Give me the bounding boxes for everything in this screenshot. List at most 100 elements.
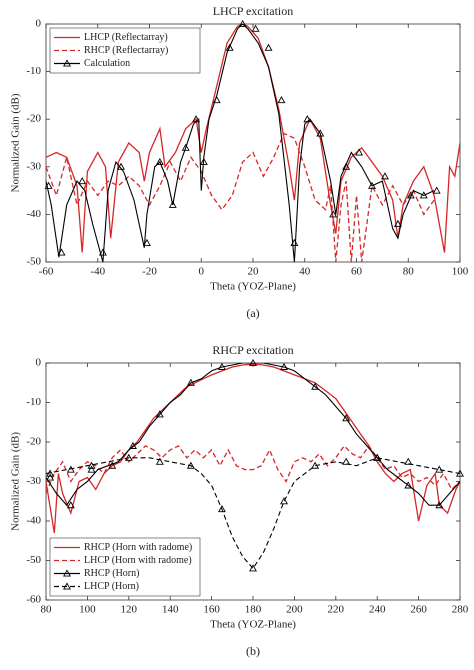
y-tick-label: -50 — [26, 554, 41, 566]
marker — [435, 501, 444, 509]
x-tick-label: -60 — [39, 266, 54, 278]
chart-title: LHCP excitation — [213, 4, 294, 18]
y-tick-label: -20 — [26, 113, 41, 125]
marker — [342, 414, 351, 422]
series-line — [46, 24, 460, 253]
x-tick-label: 180 — [245, 604, 262, 616]
chart-title: RHCP excitation — [212, 343, 293, 357]
y-tick-label: -20 — [26, 436, 41, 448]
marker — [342, 457, 351, 465]
x-axis-label: Theta (YOZ-Plane) — [210, 619, 296, 631]
y-axis-label: Normalized Gain (dB) — [10, 432, 22, 531]
series-line — [46, 457, 460, 570]
series-line — [46, 444, 460, 494]
y-tick-label: -40 — [26, 515, 41, 527]
marker — [404, 481, 413, 489]
marker — [128, 441, 137, 449]
marker — [186, 378, 195, 386]
marker — [456, 469, 464, 477]
marker — [249, 358, 257, 367]
marker — [406, 191, 415, 199]
marker — [46, 469, 55, 477]
series-line — [46, 24, 435, 262]
marker — [329, 210, 338, 218]
legend-label: RHCP (Horn with radome) — [84, 542, 192, 553]
y-tick-label: -50 — [26, 256, 41, 268]
marker — [192, 115, 201, 123]
marker — [87, 461, 96, 469]
x-tick-label: -20 — [142, 266, 157, 278]
x-tick-label: 20 — [248, 266, 260, 278]
marker — [264, 43, 273, 51]
x-tick-label: 260 — [410, 604, 427, 616]
legend-label: LHCP (Horn) — [84, 581, 139, 592]
y-tick-label: -40 — [26, 208, 41, 220]
x-tick-label: 200 — [286, 604, 303, 616]
marker — [303, 115, 312, 123]
x-tick-label: 140 — [162, 604, 179, 616]
marker — [217, 505, 226, 513]
legend-marker — [63, 582, 71, 590]
x-tick-label: 100 — [79, 604, 96, 616]
y-axis-label: Normalized Gain (dB) — [10, 93, 22, 192]
marker — [87, 465, 96, 473]
x-tick-label: 80 — [41, 604, 53, 616]
marker — [419, 191, 428, 199]
y-tick-label: 0 — [36, 357, 42, 369]
marker — [404, 457, 413, 465]
marker — [373, 453, 382, 461]
marker — [225, 43, 234, 51]
marker — [66, 465, 75, 473]
legend-label: Calculation — [84, 58, 130, 69]
marker — [368, 181, 376, 189]
marker — [290, 238, 299, 246]
x-tick-label: 80 — [403, 266, 415, 278]
legend-label: LHCP (Horn with radome) — [84, 555, 192, 566]
y-tick-label: -10 — [26, 65, 41, 77]
marker — [311, 461, 320, 469]
legend-label: RHCP (Horn) — [84, 568, 139, 579]
marker — [380, 172, 389, 180]
marker — [238, 19, 247, 28]
marker — [46, 473, 55, 481]
marker — [432, 186, 441, 194]
marker — [217, 362, 226, 370]
marker — [57, 248, 66, 256]
marker — [199, 157, 208, 166]
chart: LHCP excitation -60 -40 -20 0 20 40 60 80 100 0 -10… — [10, 4, 469, 320]
marker — [249, 564, 257, 572]
marker — [124, 453, 133, 461]
marker — [155, 410, 164, 418]
marker — [393, 219, 402, 227]
chart: RHCP excitation 80 100 120 140 160 180 200 220 24… — [10, 343, 469, 658]
marker — [355, 148, 364, 156]
x-tick-label: 120 — [121, 604, 138, 616]
y-tick-label: -30 — [26, 160, 41, 172]
marker — [280, 362, 289, 370]
marker — [212, 96, 221, 104]
caption: (b) — [246, 644, 260, 658]
legend-marker — [63, 59, 71, 67]
caption: (a) — [246, 306, 259, 320]
marker — [342, 162, 351, 170]
series-line — [46, 363, 460, 534]
y-tick-label: -10 — [26, 396, 41, 408]
y-tick-label: 0 — [36, 18, 42, 30]
marker — [280, 497, 289, 505]
x-tick-label: 60 — [351, 266, 363, 278]
marker — [186, 461, 195, 469]
series-line — [46, 363, 460, 507]
x-tick-label: 160 — [203, 604, 220, 616]
marker — [155, 157, 164, 166]
marker — [98, 248, 107, 256]
marker — [435, 465, 444, 473]
y-tick-label: -30 — [26, 475, 41, 487]
x-tick-label: -40 — [90, 266, 105, 278]
marker — [117, 162, 126, 170]
marker — [155, 457, 164, 465]
marker — [168, 200, 177, 208]
marker — [277, 96, 286, 104]
legend-label: RHCP (Reflectarray) — [84, 45, 168, 56]
x-axis-label: Theta (YOZ-Plane) — [210, 281, 296, 293]
